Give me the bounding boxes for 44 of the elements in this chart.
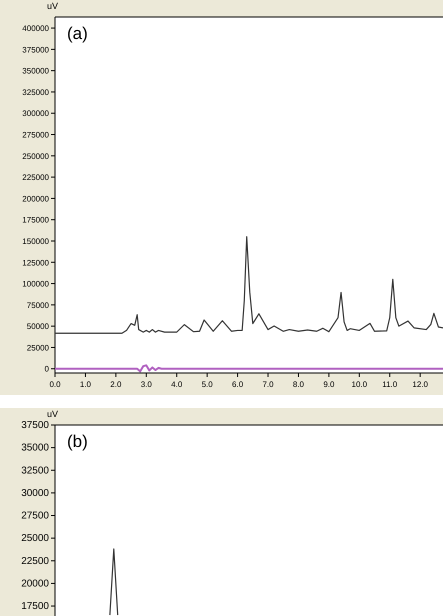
chart-title: (b) [67, 432, 88, 451]
x-tick-label: 1.0 [80, 380, 92, 389]
y-tick-label: 75000 [26, 300, 50, 310]
y-tick-label: 225000 [22, 173, 50, 182]
chart-title: (a) [67, 24, 88, 43]
y-tick-label: 325000 [22, 88, 50, 97]
x-tick-label: 7.0 [262, 380, 274, 389]
x-tick-label: 8.0 [292, 380, 305, 389]
y-tick-label: 27500 [21, 510, 50, 522]
y-tick-label: 175000 [22, 216, 50, 225]
x-tick-label: 3.0 [140, 380, 152, 389]
y-tick-label: 250000 [22, 152, 50, 161]
x-tick-label: 12.0 [412, 380, 429, 389]
x-tick-label: 2.0 [110, 380, 122, 389]
y-tick-label: 20000 [21, 578, 50, 590]
y-tick-label: 400000 [22, 24, 50, 34]
y-tick-label: 32500 [21, 465, 50, 476]
y-tick-label: 375000 [22, 45, 50, 54]
y-axis-title: uV [46, 1, 58, 11]
x-tick-label: 0.0 [49, 380, 62, 389]
y-axis-title: uV [46, 409, 58, 419]
y-tick-label: 17500 [21, 601, 50, 612]
y-tick-label: 30000 [21, 488, 50, 499]
x-tick-label: 10.0 [352, 380, 368, 389]
x-tick-label: 4.0 [171, 380, 183, 389]
x-tick-label: 11.0 [382, 380, 398, 389]
y-tick-label: 100000 [22, 280, 50, 289]
y-tick-label: 37500 [21, 420, 50, 431]
y-tick-label: 0 [44, 364, 50, 374]
y-tick-label: 25000 [26, 343, 50, 352]
y-tick-label: 300000 [22, 109, 50, 118]
y-tick-label: 22500 [21, 556, 50, 567]
y-tick-label: 150000 [22, 236, 50, 246]
x-tick-label: 6.0 [232, 380, 244, 389]
y-tick-label: 275000 [22, 130, 50, 140]
x-tick-label: 5.0 [202, 380, 214, 389]
y-tick-label: 350000 [22, 66, 50, 76]
y-tick-label: 200000 [22, 194, 50, 204]
y-tick-label: 25000 [21, 533, 50, 544]
y-tick-label: 35000 [21, 442, 50, 454]
line-series [54, 236, 443, 334]
y-tick-label: 125000 [22, 258, 50, 268]
y-tick-label: 50000 [26, 322, 50, 332]
x-tick-label: 9.0 [323, 380, 335, 389]
